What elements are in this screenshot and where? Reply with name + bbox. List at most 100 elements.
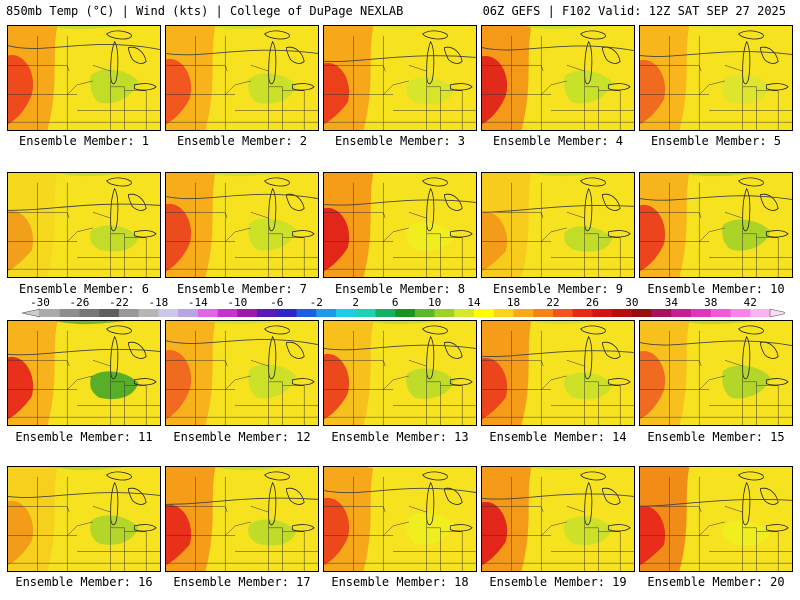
ensemble-member-label: Ensemble Member: 17 — [173, 575, 311, 589]
ensemble-member-label: Ensemble Member: 5 — [650, 134, 782, 148]
ensemble-member-map — [323, 172, 477, 278]
colorbar-swatch — [434, 309, 455, 317]
temperature-field — [482, 321, 634, 425]
colorbar-swatch — [237, 309, 258, 317]
colorbar-swatch — [533, 309, 554, 317]
ensemble-member-label: Ensemble Member: 12 — [173, 430, 311, 444]
ensemble-member-map — [639, 172, 793, 278]
colorbar-swatch — [474, 309, 495, 317]
colorbar-tick-label: -30 — [30, 297, 50, 309]
temperature-field — [482, 467, 634, 571]
colorbar-high-arrow — [769, 308, 789, 318]
ensemble-member-label: Ensemble Member: 2 — [176, 134, 308, 148]
ensemble-member-label: Ensemble Member: 6 — [18, 282, 150, 296]
colorbar-swatch — [276, 309, 297, 317]
ensemble-member-map — [481, 320, 635, 426]
colorbar-tick-label: -26 — [70, 297, 90, 309]
colorbar-swatch — [79, 309, 100, 317]
colorbar-swatch — [750, 309, 771, 317]
ensemble-member-map — [481, 466, 635, 572]
ensemble-member-label: Ensemble Member: 11 — [15, 430, 153, 444]
colorbar-swatch — [414, 309, 435, 317]
colorbar-swatch — [355, 309, 376, 317]
ensemble-member-map — [323, 25, 477, 131]
ensemble-member-label: Ensemble Member: 1 — [18, 134, 150, 148]
colorbar-swatch — [375, 309, 396, 317]
ensemble-member-map — [481, 172, 635, 278]
colorbar-swatch — [691, 309, 712, 317]
temperature-field — [324, 26, 476, 130]
ensemble-member-map — [7, 466, 161, 572]
ensemble-member-map — [639, 320, 793, 426]
colorbar-swatch — [99, 309, 120, 317]
ensemble-member-label: Ensemble Member: 20 — [647, 575, 785, 589]
colorbar-swatch — [671, 309, 692, 317]
colorbar-swatch — [651, 309, 672, 317]
ensemble-member-map — [7, 172, 161, 278]
colorbar-swatch — [395, 309, 416, 317]
ensemble-member-label: Ensemble Member: 7 — [176, 282, 308, 296]
temperature-field — [166, 173, 318, 277]
colorbar-tick-label: -18 — [148, 297, 168, 309]
colorbar-swatch — [316, 309, 337, 317]
colorbar-swatch — [552, 309, 574, 317]
colorbar-tick-label: 10 — [428, 297, 441, 309]
colorbar-low-arrow — [21, 308, 41, 318]
ensemble-member-map — [165, 172, 319, 278]
ensemble-member-label: Ensemble Member: 10 — [647, 282, 785, 296]
temperature-field — [482, 26, 634, 130]
colorbar-tick-label: -22 — [109, 297, 129, 309]
ensemble-member-map — [639, 466, 793, 572]
temperature-field — [324, 321, 476, 425]
ensemble-member-label: Ensemble Member: 15 — [647, 430, 785, 444]
temperature-field — [166, 26, 318, 130]
temperature-field — [640, 467, 792, 571]
colorbar-swatch — [197, 309, 218, 317]
ensemble-member-map — [165, 466, 319, 572]
colorbar-tick-label: 34 — [665, 297, 679, 309]
colorbar-tick-label: -10 — [227, 297, 247, 309]
header: 850mb Temp (°C) | Wind (kts) | College o… — [6, 4, 786, 22]
ensemble-member-map — [7, 25, 161, 131]
temperature-field — [8, 321, 160, 425]
ensemble-member-label: Ensemble Member: 4 — [492, 134, 624, 148]
ensemble-member-map — [481, 25, 635, 131]
colorbar-swatch — [631, 309, 652, 317]
colorbar-tick-label: -6 — [270, 297, 283, 309]
colorbar-tick-label: 14 — [467, 297, 481, 309]
ensemble-member-map — [165, 320, 319, 426]
colorbar-tick-label: 22 — [546, 297, 559, 309]
colorbar-tick-label: 26 — [586, 297, 599, 309]
header-run-info: 06Z GEFS | F102 Valid: 12Z SAT SEP 27 20… — [482, 4, 786, 18]
ensemble-member-map — [165, 25, 319, 131]
colorbar-swatch — [513, 309, 534, 317]
temperature-field — [166, 321, 318, 425]
colorbar-swatch — [335, 309, 356, 317]
ensemble-member-map — [323, 466, 477, 572]
colorbar-tick-label: 6 — [392, 297, 399, 309]
colorbar-swatch — [493, 309, 514, 317]
colorbar-swatch — [454, 309, 475, 317]
colorbar-tick-label: 2 — [352, 297, 359, 309]
header-title: 850mb Temp (°C) | Wind (kts) | College o… — [6, 4, 404, 18]
colorbar-swatch — [257, 309, 278, 317]
temperature-field — [640, 173, 792, 277]
temperature-field — [8, 26, 160, 130]
temperature-field — [324, 467, 476, 571]
colorbar-tick-label: -14 — [188, 297, 208, 309]
ensemble-member-label: Ensemble Member: 19 — [489, 575, 627, 589]
colorbar-swatch — [40, 309, 61, 317]
colorbar-tick-label: 42 — [744, 297, 757, 309]
ensemble-member-label: Ensemble Member: 16 — [15, 575, 153, 589]
colorbar-swatch — [158, 309, 179, 317]
ensemble-member-label: Ensemble Member: 8 — [334, 282, 466, 296]
ensemble-member-map — [639, 25, 793, 131]
temperature-field — [8, 467, 160, 571]
colorbar-swatch — [612, 309, 633, 317]
colorbar-swatch — [178, 309, 199, 317]
colorbar-swatch — [592, 309, 613, 317]
colorbar-swatch — [572, 309, 593, 317]
colorbar-swatch — [217, 309, 238, 317]
temperature-field — [8, 173, 160, 277]
colorbar-swatch — [710, 309, 731, 317]
